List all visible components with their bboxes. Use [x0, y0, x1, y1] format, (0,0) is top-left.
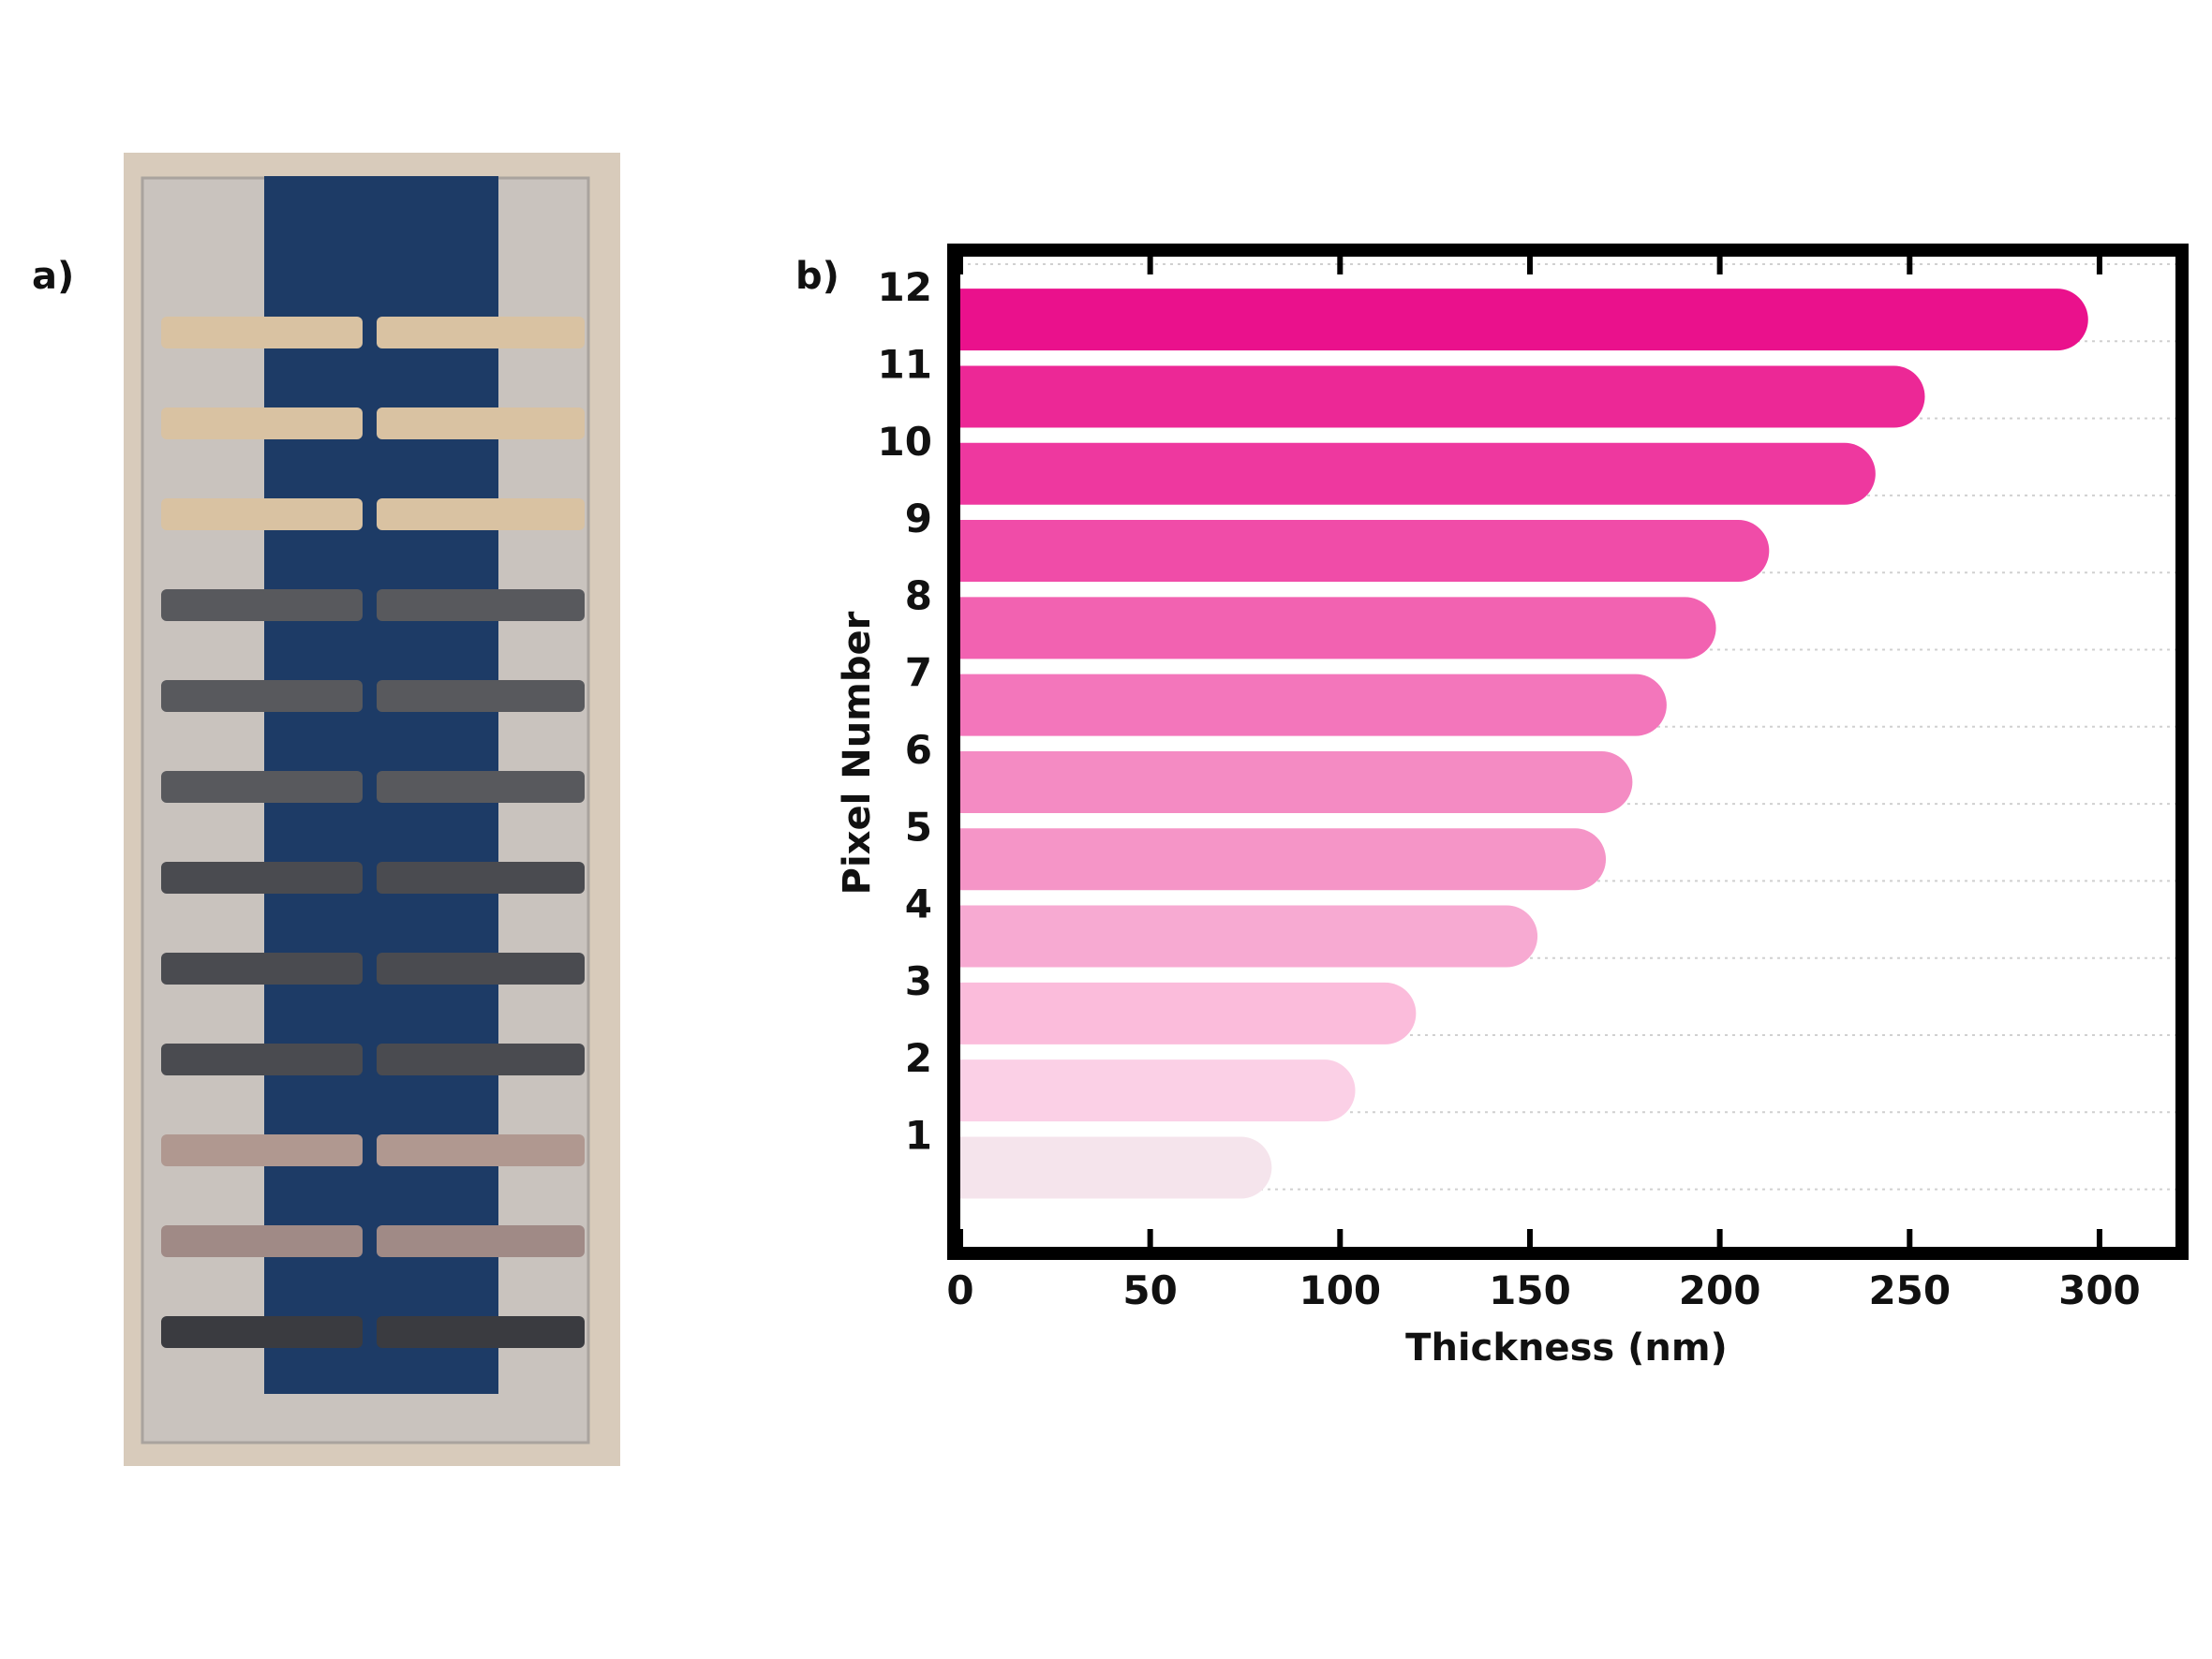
y-tick-label: 5	[905, 804, 932, 850]
y-tick-label: 4	[905, 881, 932, 927]
electrode-stripe	[161, 680, 585, 712]
bar-pixel-4	[923, 905, 1538, 968]
electrode-stripe	[161, 1225, 585, 1257]
x-tick-label: 100	[1299, 1267, 1381, 1313]
electrode-stripe	[161, 407, 585, 439]
electrode-stripe	[161, 589, 585, 621]
y-tick-label: 9	[905, 496, 932, 541]
x-tick-label: 150	[1489, 1267, 1571, 1313]
y-axis-title: Pixel Number	[836, 611, 879, 895]
electrode-stripe	[161, 771, 585, 803]
bar-pixel-7	[923, 674, 1667, 736]
x-tick-label: 250	[1868, 1267, 1951, 1313]
electrode-stripe	[161, 1316, 585, 1348]
electrode-stripe	[161, 1134, 585, 1166]
bar-pixel-3	[923, 982, 1417, 1044]
bar-pixel-1	[923, 1136, 1272, 1199]
y-tick-label: 7	[905, 650, 932, 696]
panel-label-a: a)	[32, 255, 75, 298]
x-tick-label: 0	[946, 1267, 973, 1313]
y-tick-label: 2	[905, 1035, 932, 1081]
plot-frame	[947, 244, 2189, 1260]
y-tick-label: 6	[905, 727, 932, 773]
bar-pixel-10	[923, 442, 1876, 505]
y-tick-label: 10	[878, 419, 932, 465]
electrode-stripe	[161, 953, 585, 985]
x-tick-label: 200	[1679, 1267, 1761, 1313]
bar-pixel-8	[923, 597, 1716, 659]
bar-pixel-5	[923, 828, 1607, 891]
x-tick-label: 50	[1122, 1267, 1177, 1313]
electrode-stripe	[161, 317, 585, 348]
x-axis-title: Thickness (nm)	[1405, 1326, 1728, 1370]
electrode-stripe	[161, 498, 585, 530]
y-tick-label: 12	[878, 264, 932, 310]
bar-pixel-11	[923, 365, 1925, 428]
bar-pixel-2	[923, 1059, 1356, 1122]
y-tick-label: 3	[905, 958, 932, 1004]
panel-label-b: b)	[795, 255, 839, 298]
electrode-stripe	[161, 862, 585, 894]
bar-pixel-6	[923, 750, 1633, 813]
electrode-stripe	[161, 1044, 585, 1075]
bar-pixel-9	[923, 520, 1770, 583]
y-tick-label: 8	[905, 572, 932, 618]
y-tick-label: 1	[905, 1112, 932, 1158]
bar-pixel-12	[923, 289, 2088, 351]
x-tick-label: 300	[2058, 1267, 2141, 1313]
y-tick-label: 11	[878, 341, 932, 387]
